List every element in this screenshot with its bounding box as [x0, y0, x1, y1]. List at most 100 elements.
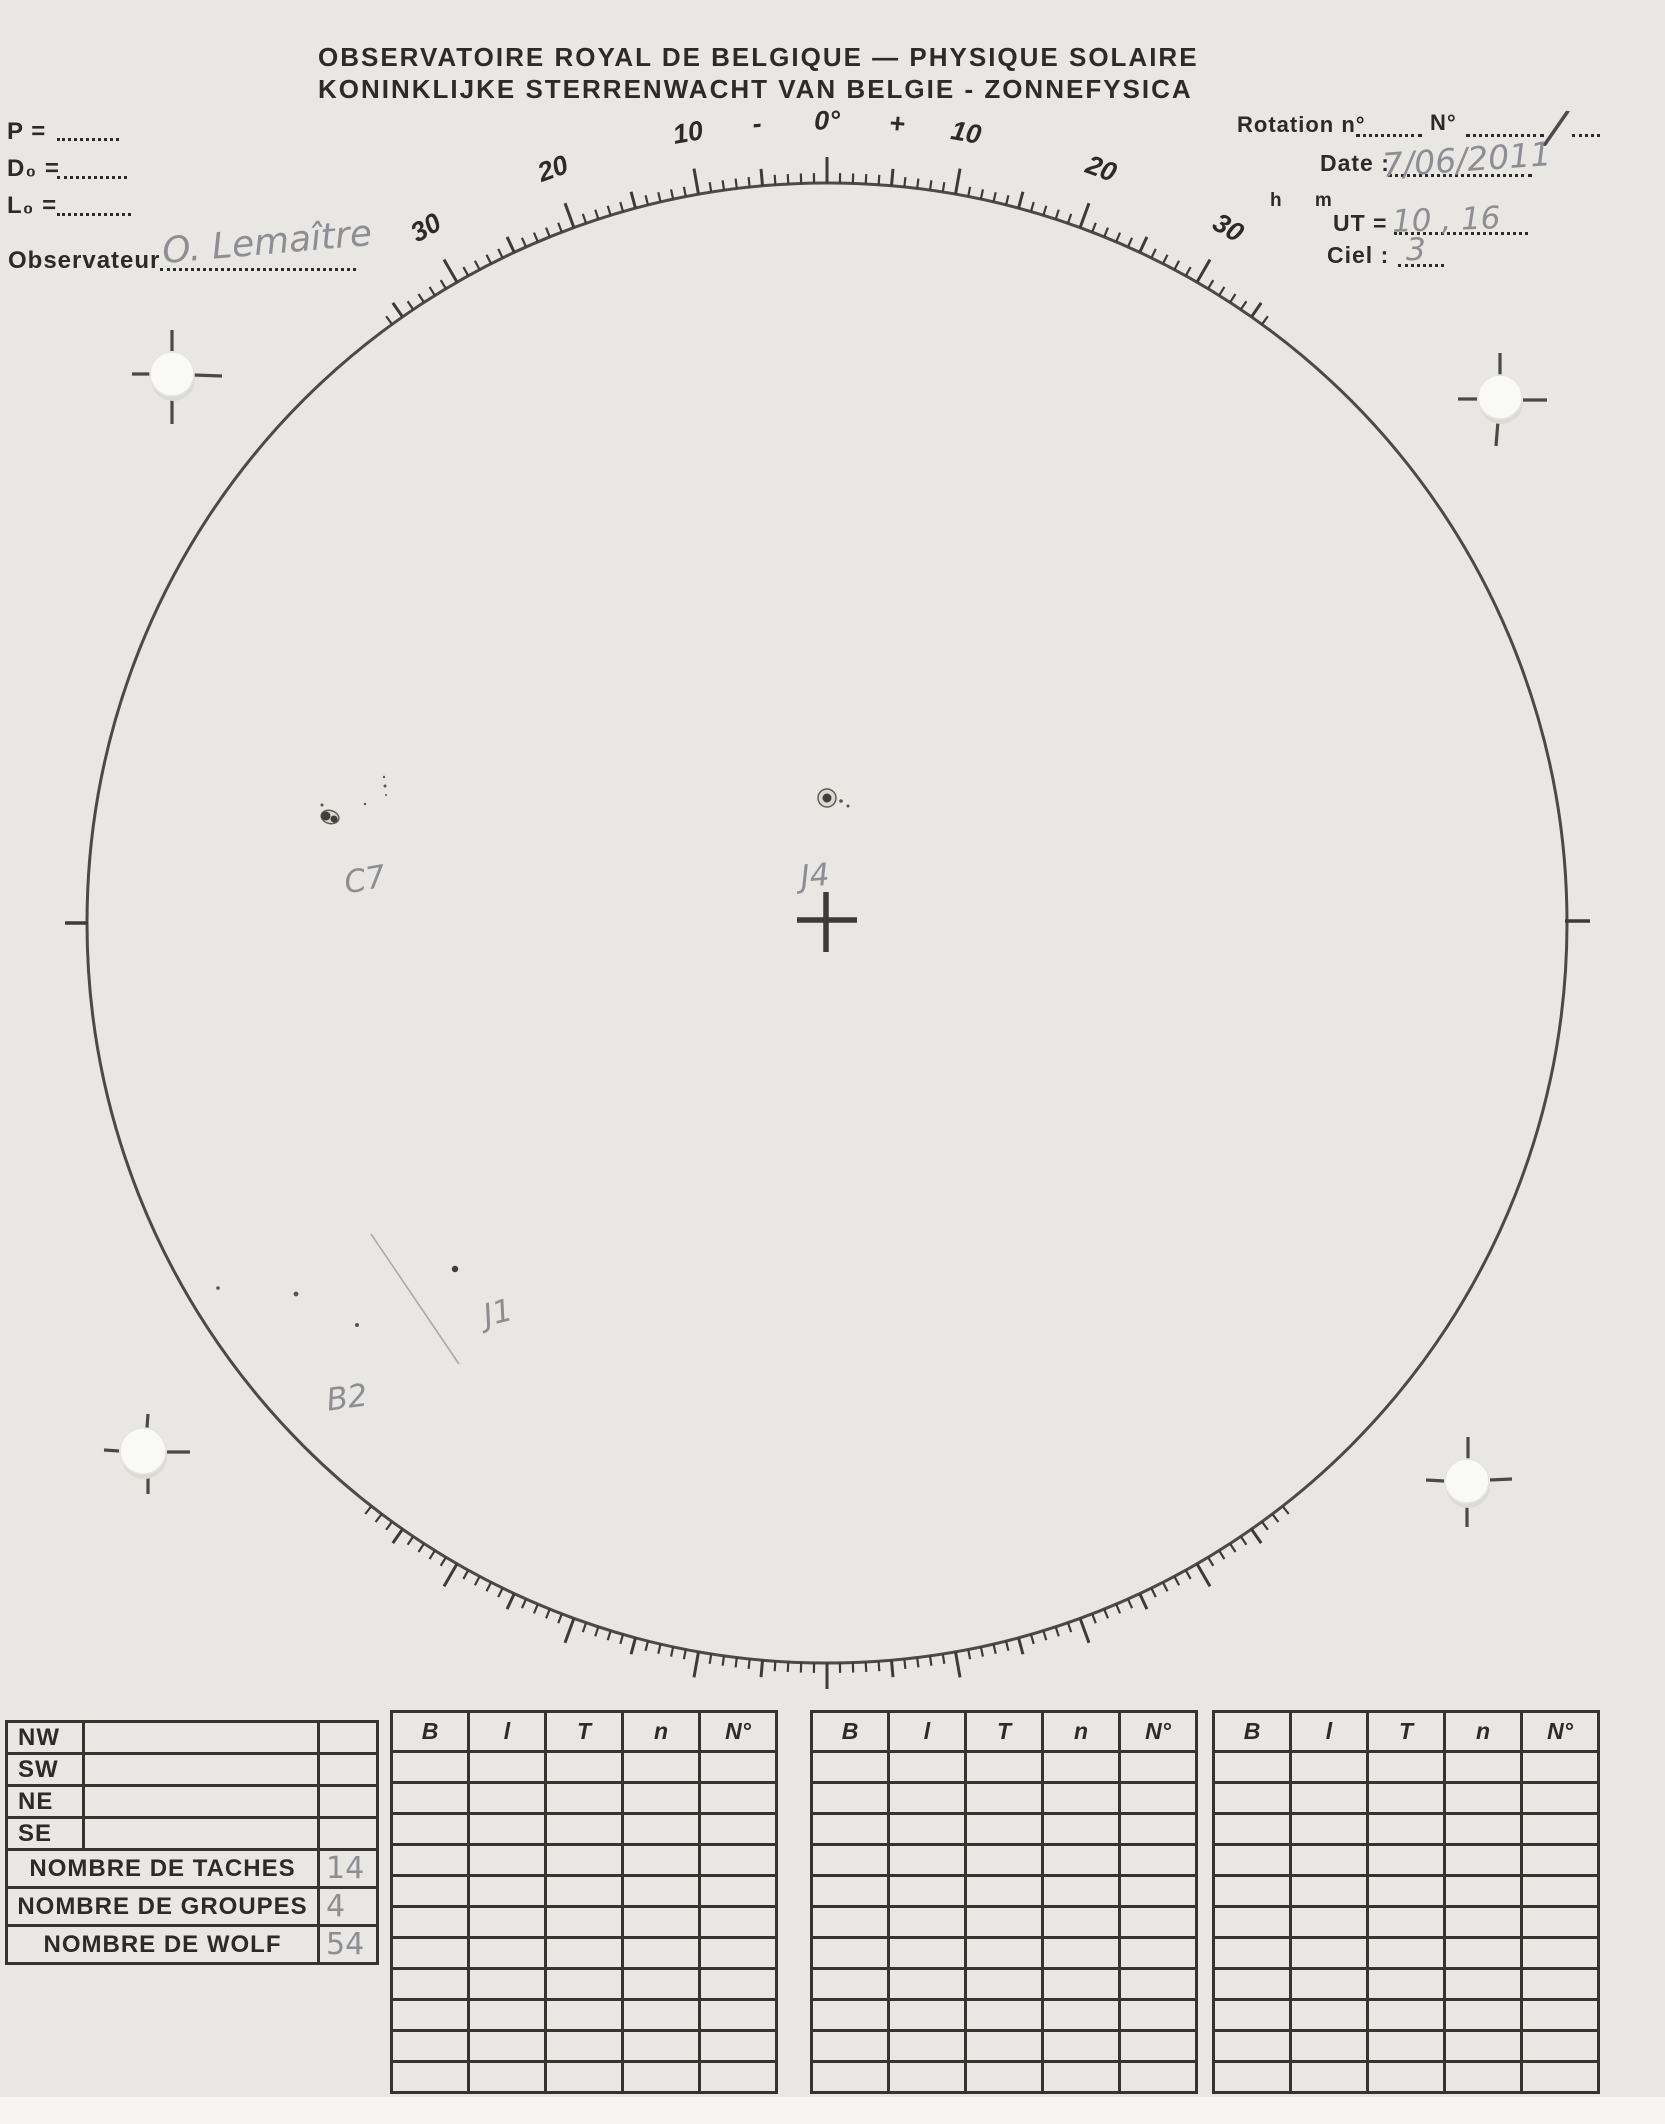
bottom-scale-tick	[1271, 1513, 1280, 1523]
top-scale-tick	[417, 293, 425, 303]
empty-measurement-cell	[810, 1905, 890, 1939]
empty-measurement-cell	[1041, 1750, 1121, 1784]
top-scale-tick	[497, 248, 504, 259]
empty-measurement-cell	[1520, 1967, 1600, 2001]
field-ciel-label: Ciel :	[1327, 242, 1390, 268]
top-scale-tick	[1138, 236, 1149, 253]
column-header-N: N°	[1118, 1710, 1198, 1753]
empty-measurement-cell	[1212, 1812, 1292, 1846]
bottom-scale-tick	[734, 1657, 738, 1668]
empty-measurement-cell	[1366, 1905, 1446, 1939]
bottom-scale-tick	[1239, 1535, 1248, 1546]
bottom-scale-tick	[967, 1649, 972, 1660]
field-ciel-line	[1398, 264, 1444, 267]
empty-measurement-cell	[1041, 1967, 1121, 2001]
empty-measurement-cell	[810, 1843, 890, 1877]
empty-measurement-cell	[390, 1812, 470, 1846]
top-scale-tick	[928, 180, 933, 191]
field-rotation-line	[1356, 134, 1422, 137]
field-numero-line2	[1572, 134, 1600, 137]
bottom-scale-tick	[1150, 1587, 1157, 1598]
sunspot	[846, 804, 850, 808]
quadrant-value-cell	[82, 1816, 320, 1851]
empty-measurement-cell	[621, 1998, 701, 2032]
empty-measurement-cell	[1289, 1905, 1369, 1939]
empty-measurement-cell	[544, 2060, 624, 2094]
bottom-scale-tick	[682, 1649, 687, 1660]
empty-measurement-cell	[1366, 1781, 1446, 1815]
empty-measurement-cell	[1520, 1936, 1600, 1970]
empty-measurement-cell	[621, 1750, 701, 1784]
empty-measurement-cell	[810, 1874, 890, 1908]
bottom-scale-tick	[1184, 1569, 1192, 1580]
bottom-scale-tick	[545, 1608, 551, 1619]
top-scale-tick	[1239, 300, 1248, 311]
empty-measurement-cell	[1289, 1967, 1369, 2001]
empty-measurement-cell	[1366, 1812, 1446, 1846]
top-scale-tick	[692, 168, 700, 195]
bottom-scale-tick	[406, 1535, 415, 1546]
empty-measurement-cell	[1443, 2060, 1523, 2094]
empty-measurement-cell	[390, 2029, 470, 2063]
field-p-label: P =	[7, 118, 47, 145]
bottom-scale-tick	[773, 1661, 777, 1672]
empty-measurement-cell	[1212, 1936, 1292, 1970]
bottom-scale-tick	[1091, 1613, 1097, 1624]
top-scale-tick	[619, 201, 625, 212]
empty-measurement-cell	[887, 1812, 967, 1846]
empty-measurement-cell	[964, 1812, 1044, 1846]
quadrant-label: NE	[5, 1784, 85, 1819]
quadrant-summary-table: NW SW NE SE NOMBRE DE TACHES 14 NOMBRE DE GROU…	[5, 1720, 379, 1965]
count-value-handwriting: 14	[317, 1848, 379, 1889]
bottom-scale-tick	[606, 1630, 612, 1641]
bottom-scale-tick	[928, 1655, 933, 1666]
empty-measurement-cell	[698, 1874, 778, 1908]
field-numero-label: N°	[1430, 110, 1457, 135]
empty-measurement-cell	[390, 1781, 470, 1815]
sunspot	[383, 784, 387, 788]
empty-measurement-cell	[1041, 2029, 1121, 2063]
empty-measurement-cell	[964, 1874, 1044, 1908]
bottom-scale-tick	[1054, 1626, 1060, 1637]
empty-measurement-cell	[887, 2060, 967, 2094]
top-scale-tick	[462, 266, 470, 277]
empty-measurement-cell	[1443, 1936, 1523, 1970]
top-scale-tick	[520, 237, 528, 248]
bottom-scale-tick	[747, 1658, 751, 1670]
empty-measurement-cell	[1118, 2029, 1198, 2063]
bottom-scale-tick	[505, 1593, 516, 1610]
bottom-scale-tick	[1207, 1556, 1215, 1567]
registration-cross	[1425, 1478, 1445, 1483]
empty-measurement-cell	[1289, 1812, 1369, 1846]
empty-measurement-cell	[1212, 1967, 1292, 2001]
sunspot	[451, 1265, 459, 1273]
top-scale-tick	[954, 168, 962, 195]
column-header-n: n	[621, 1710, 701, 1753]
empty-measurement-cell	[621, 1936, 701, 1970]
bottom-scale-tick	[759, 1660, 764, 1678]
empty-measurement-cell	[1118, 1936, 1198, 1970]
top-scale-tick	[682, 186, 687, 197]
empty-measurement-cell	[1443, 1781, 1523, 1815]
top-scale-tick	[1029, 201, 1035, 212]
quadrant-label: SE	[5, 1816, 85, 1851]
empty-measurement-cell	[1520, 1998, 1600, 2032]
empty-measurement-cell	[467, 1843, 547, 1877]
punch-hole	[119, 1427, 167, 1475]
sunspot	[382, 775, 386, 779]
empty-measurement-cell	[964, 1750, 1044, 1784]
empty-measurement-cell	[698, 1781, 778, 1815]
top-scale-tick	[967, 186, 972, 197]
empty-measurement-cell	[1118, 1998, 1198, 2032]
sunspot	[293, 1291, 299, 1297]
empty-measurement-cell	[887, 1843, 967, 1877]
top-scale-tick	[1115, 232, 1122, 243]
empty-measurement-cell	[544, 1905, 624, 1939]
empty-measurement-cell	[1212, 1750, 1292, 1784]
bottom-scale-tick	[629, 1637, 637, 1655]
title-dutch: KONINKLIJKE STERRENWACHT VAN BELGIE - ZO…	[318, 74, 1193, 104]
bottom-scale-tick	[364, 1505, 373, 1515]
bottom-scale-tick	[1126, 1598, 1134, 1609]
bottom-scale-tick	[1218, 1549, 1226, 1560]
empty-measurement-cell	[1289, 1936, 1369, 1970]
